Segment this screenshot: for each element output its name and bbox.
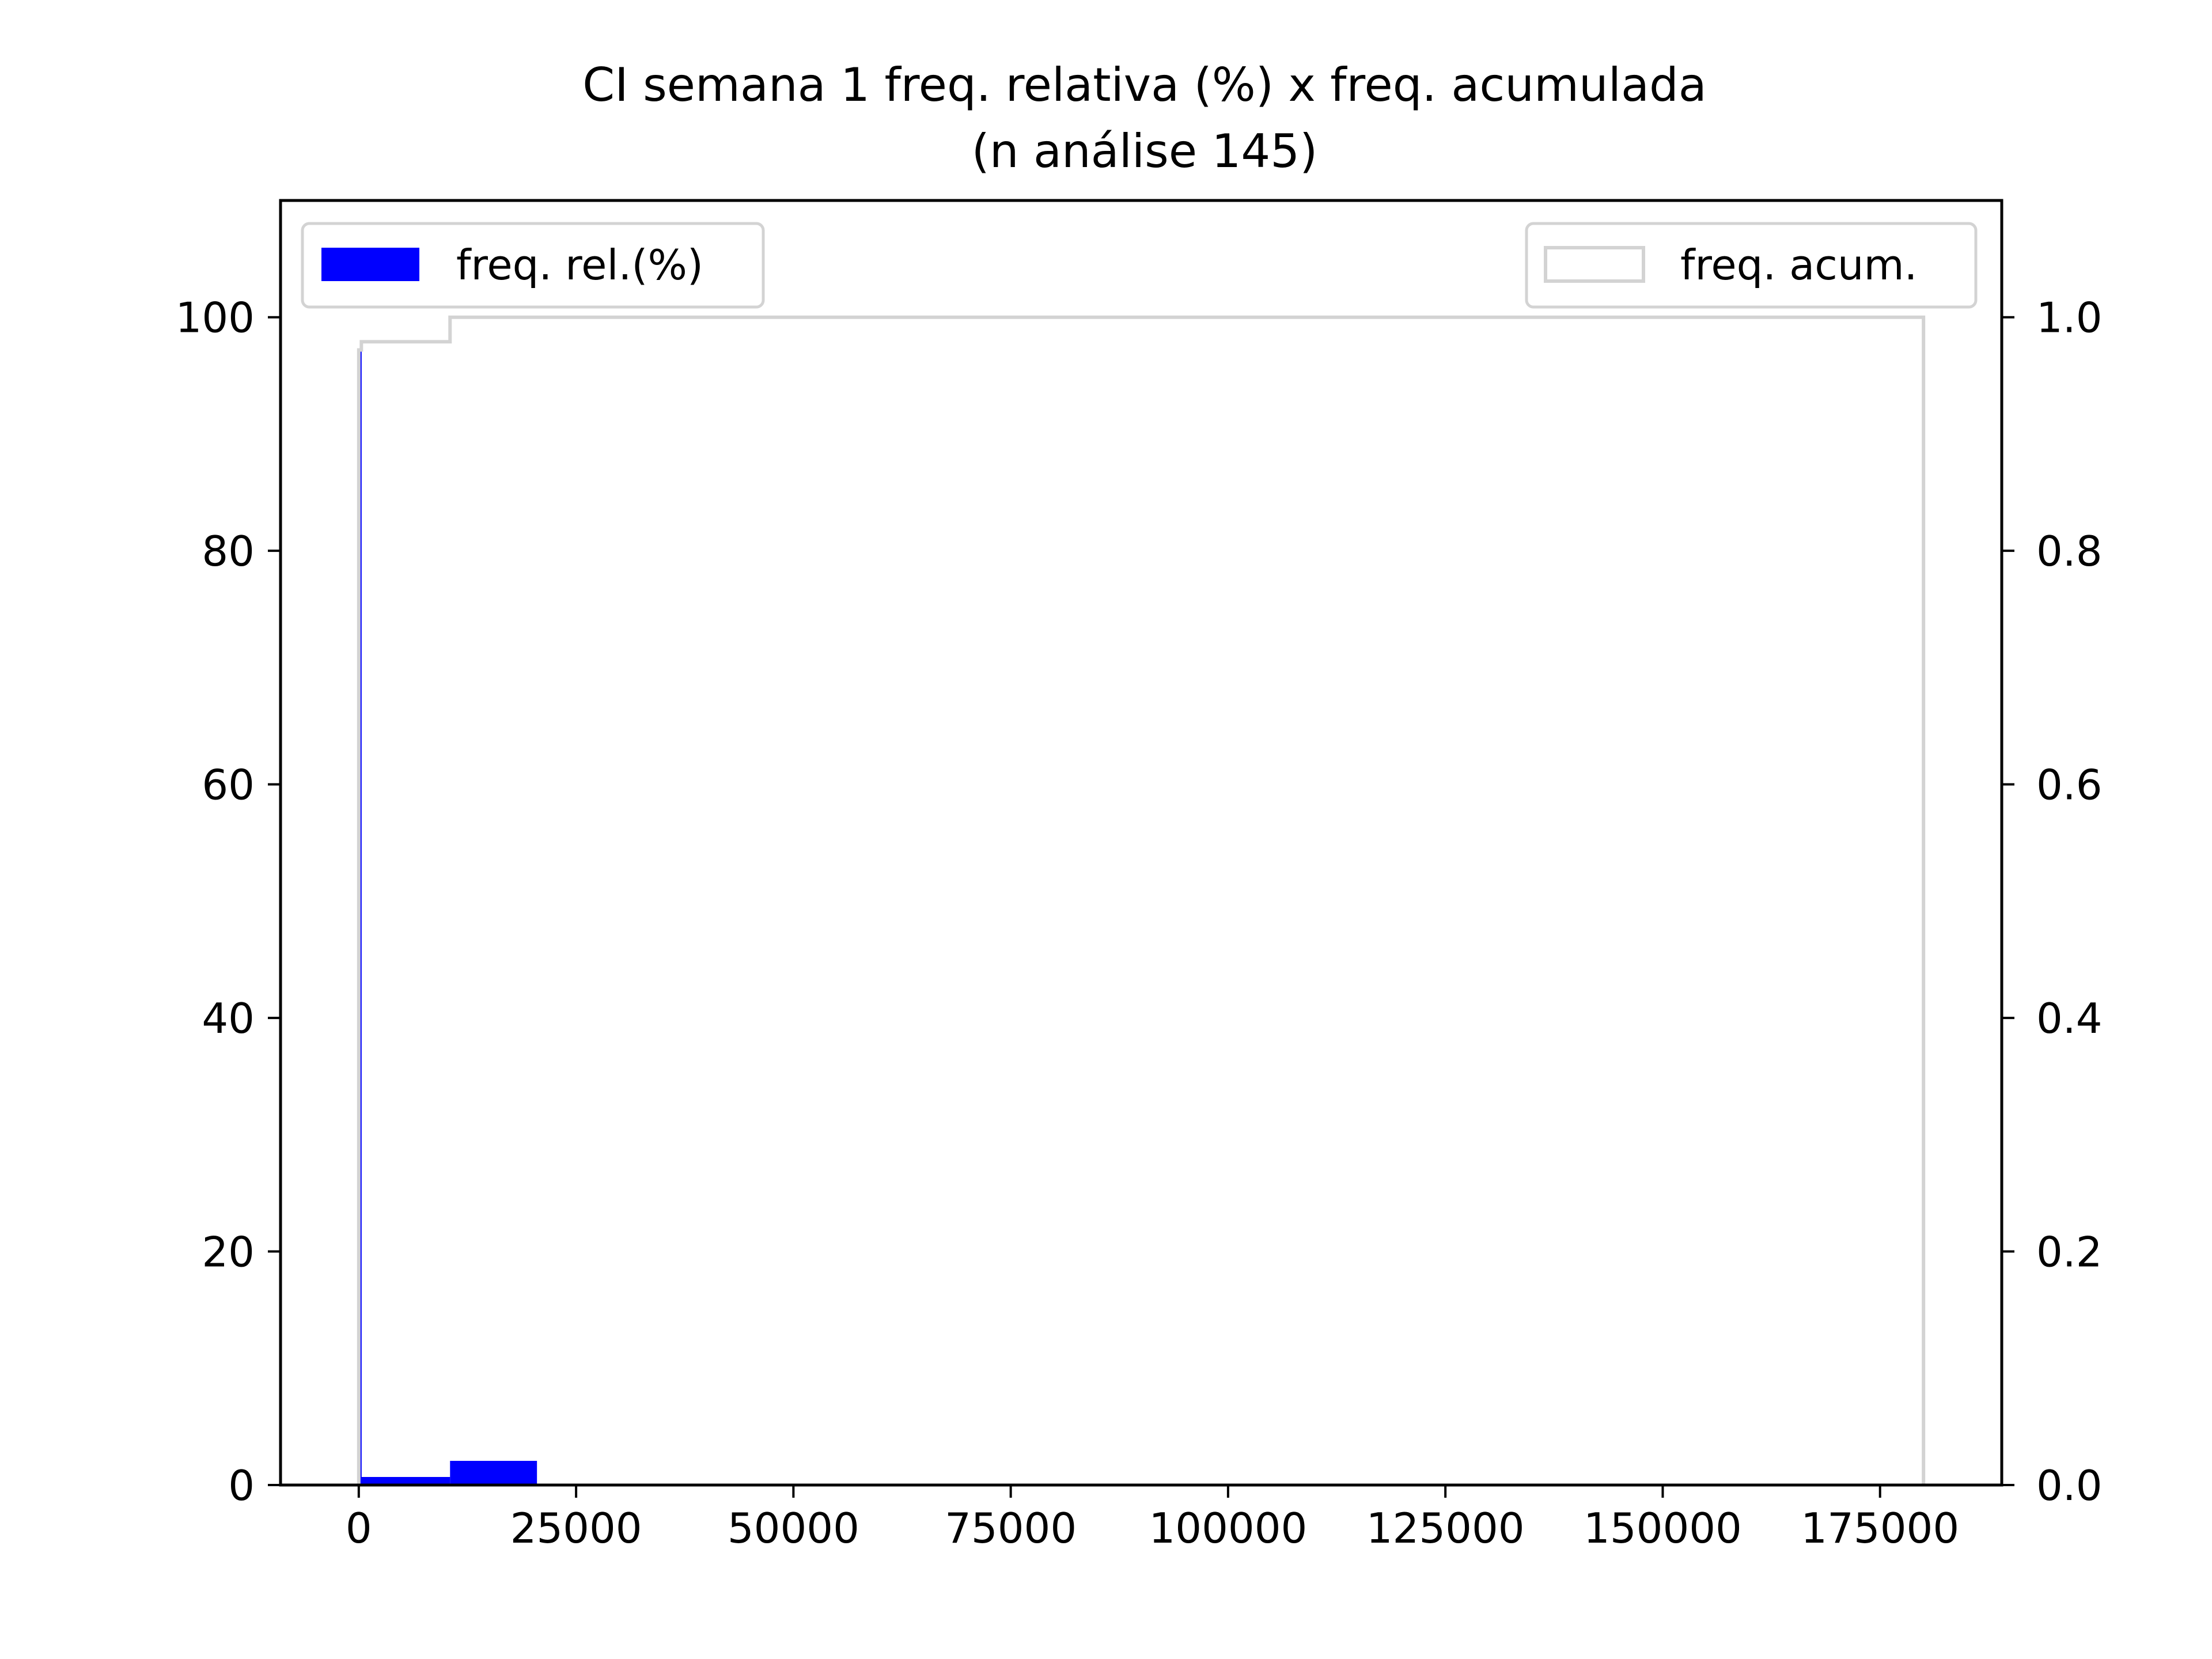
- y-tick-label-1: 20: [202, 1228, 255, 1277]
- y-tick-label-2: 40: [202, 994, 255, 1043]
- y2-tick-label-0: 0.0: [2036, 1461, 2103, 1510]
- x-tick-label-2: 50000: [728, 1504, 859, 1552]
- x-tick-label-1: 25000: [510, 1504, 642, 1552]
- y-tick-label-3: 60: [202, 761, 255, 809]
- x-tick-label-4: 100000: [1149, 1504, 1307, 1552]
- y2-tick-label-3: 0.6: [2036, 761, 2103, 809]
- x-tick-label-6: 150000: [1584, 1504, 1742, 1552]
- x-tick-label-0: 0: [346, 1504, 372, 1552]
- axes-frame: [279, 199, 2003, 1487]
- legend-label-freq-rel: freq. rel.(%): [456, 241, 703, 289]
- legend-swatch-freq-acum: [1544, 246, 1645, 283]
- histogram-bar-2: [450, 1461, 537, 1485]
- plot-area: 0 25000 50000 75000 100000 125000 150000 175000…: [176, 199, 2103, 1552]
- chart-subtitle: (n análise 145): [972, 124, 1318, 178]
- legend-box-freq-acum: [1525, 222, 1978, 309]
- x-tick-label-5: 125000: [1366, 1504, 1525, 1552]
- y2-tick-label-5: 1.0: [2036, 294, 2103, 342]
- y2-tick-label-1: 0.2: [2036, 1228, 2103, 1277]
- y-tick-label-0: 0: [228, 1461, 255, 1510]
- legend-swatch-freq-rel: [321, 248, 419, 281]
- x-tick-label-7: 175000: [1801, 1504, 1959, 1552]
- y-tick-label-5: 100: [176, 294, 255, 342]
- y2-tick-label-2: 0.4: [2036, 994, 2103, 1043]
- legend-freq-acum: freq. acum.: [1525, 222, 1978, 309]
- chart-title: CI semana 1 freq. relativa (%) x freq. a…: [582, 58, 1707, 112]
- x-tick-label-3: 75000: [945, 1504, 1077, 1552]
- y2-tick-label-4: 0.8: [2036, 527, 2103, 575]
- legend-box-freq-rel: [301, 222, 765, 309]
- legend-label-freq-acum: freq. acum.: [1680, 241, 1918, 289]
- histogram-bar-1: [361, 1477, 450, 1485]
- legend-freq-rel: freq. rel.(%): [301, 222, 765, 309]
- cumulative-step-line: [357, 315, 1926, 1485]
- y-tick-label-4: 80: [202, 527, 255, 575]
